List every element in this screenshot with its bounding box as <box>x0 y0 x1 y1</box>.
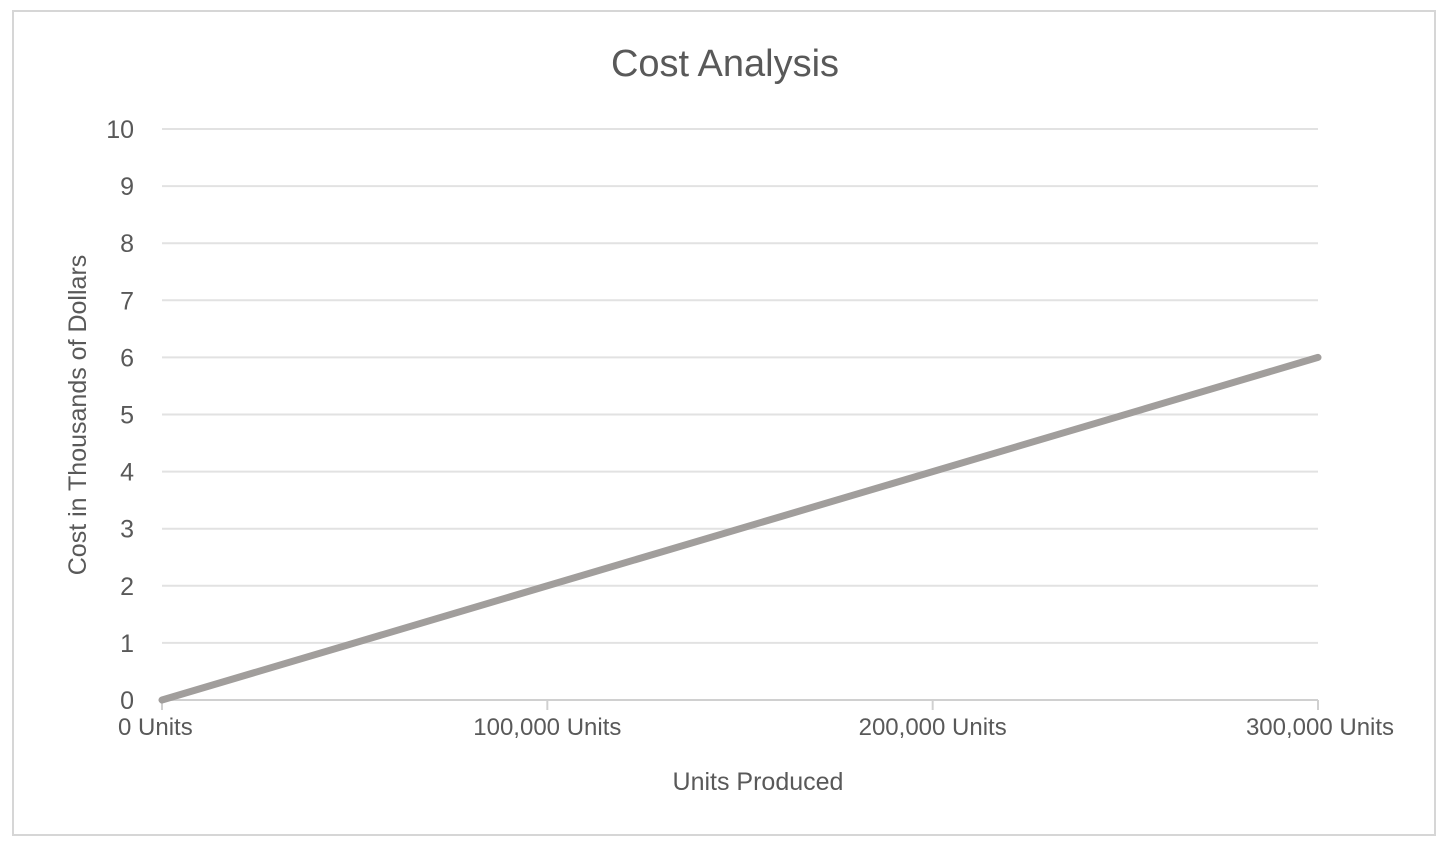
y-tick-label: 10 <box>106 116 134 144</box>
y-tick-label: 6 <box>120 344 134 372</box>
y-tick-label: 8 <box>120 230 134 258</box>
y-tick-labels: 0 1 2 3 4 5 6 7 8 9 10 <box>106 116 134 715</box>
grid-lines <box>161 128 1319 710</box>
y-tick-label: 9 <box>120 173 134 201</box>
y-tick-label: 3 <box>120 516 134 544</box>
y-tick-label: 4 <box>120 459 134 487</box>
chart-title: Cost Analysis <box>611 43 839 85</box>
x-tick-label: 100,000 Units <box>473 714 621 741</box>
y-tick-label: 5 <box>120 402 134 430</box>
y-axis-label: Cost in Thousands of Dollars <box>64 255 92 576</box>
series-line <box>158 353 1322 704</box>
x-tick-labels: 0 Units 100,000 Units 200,000 Units 300,000… <box>118 714 1394 741</box>
x-tick-label: 300,000 Units <box>1246 714 1394 741</box>
x-tick-label: 200,000 Units <box>859 714 1007 741</box>
y-tick-label: 0 <box>120 687 134 715</box>
x-tick-label: 0 Units <box>118 714 193 741</box>
series-lines <box>158 353 1322 704</box>
y-tick-label: 1 <box>120 630 134 658</box>
y-tick-label: 2 <box>120 573 134 601</box>
x-axis-label: Units Produced <box>673 768 844 796</box>
chart-frame <box>12 10 1436 836</box>
y-tick-label: 7 <box>120 287 134 315</box>
